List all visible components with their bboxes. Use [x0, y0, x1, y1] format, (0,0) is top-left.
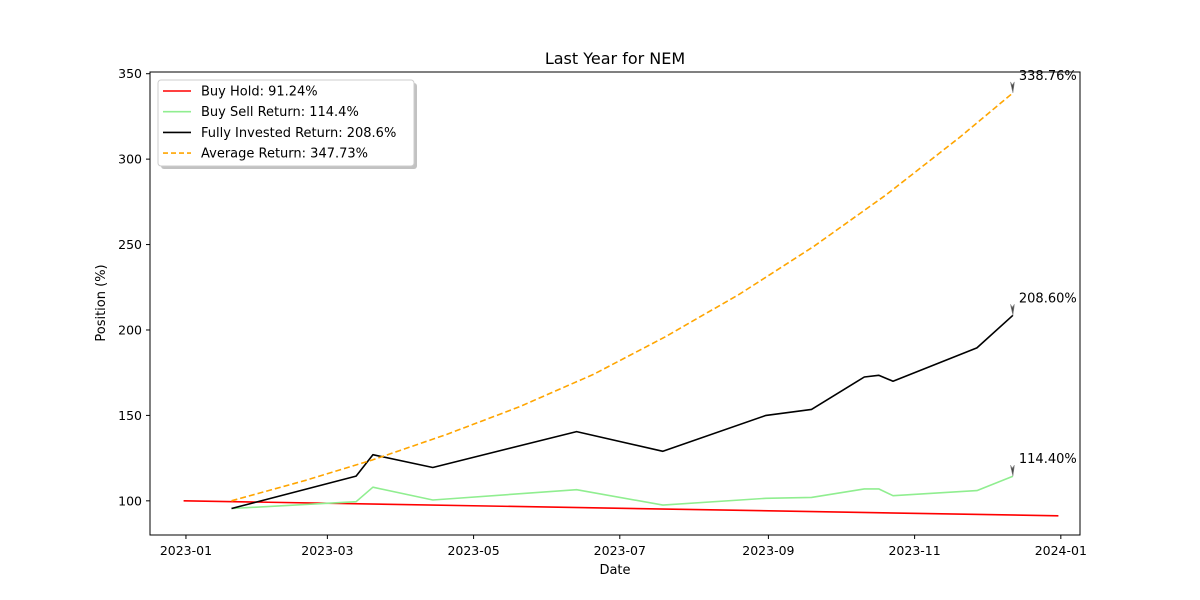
- y-tick-label: 350: [118, 66, 142, 81]
- legend-box: [157, 79, 415, 167]
- annotation-arrow: [1010, 465, 1015, 477]
- annotations: 338.76% 208.60% 114.40%: [1010, 69, 1077, 477]
- legend-label-1: Buy Hold: 91.24%: [201, 85, 318, 100]
- x-tick-label: 2023-07: [594, 543, 646, 558]
- y-tick-label: 100: [118, 493, 142, 508]
- legend-label-2: Buy Sell Return: 114.4%: [201, 105, 359, 120]
- legend: Buy Hold: 91.24% Buy Sell Return: 114.4% F…: [157, 79, 417, 169]
- x-axis-title: Date: [599, 563, 630, 578]
- series-line-4: [231, 92, 1014, 502]
- plot-area: [183, 92, 1059, 517]
- series-line-2: [231, 475, 1014, 510]
- annotation-arrow: [1010, 81, 1015, 93]
- y-axis-title: Position (%): [94, 264, 109, 341]
- series-line-3: [231, 314, 1014, 510]
- y-axis: 100 150 200 250 300 350: [118, 66, 150, 508]
- x-axis: 2023-01 2023-03 2023-05 2023-07 2023-09 2023-…: [160, 535, 1087, 558]
- chart-title: Last Year for NEM: [545, 49, 685, 68]
- x-tick-label: 2023-11: [888, 543, 940, 558]
- y-tick-label: 150: [118, 408, 142, 423]
- x-tick-label: 2023-03: [301, 543, 353, 558]
- x-tick-label: 2023-05: [447, 543, 499, 558]
- annotation-label: 338.76%: [1019, 69, 1077, 84]
- legend-label-3: Fully Invested Return: 208.6%: [201, 126, 396, 141]
- x-tick-label: 2024-01: [1035, 543, 1087, 558]
- legend-label-4: Average Return: 347.73%: [201, 147, 368, 162]
- x-tick-label: 2023-01: [160, 543, 212, 558]
- annotation-label: 114.40%: [1019, 452, 1077, 467]
- x-tick-label: 2023-09: [742, 543, 794, 558]
- axes-frame: [149, 71, 1081, 536]
- y-tick-label: 300: [118, 152, 142, 167]
- annotation-label: 208.60%: [1019, 291, 1077, 306]
- y-tick-label: 200: [118, 322, 142, 337]
- annotation-arrow: [1010, 304, 1015, 316]
- y-tick-label: 250: [118, 237, 142, 252]
